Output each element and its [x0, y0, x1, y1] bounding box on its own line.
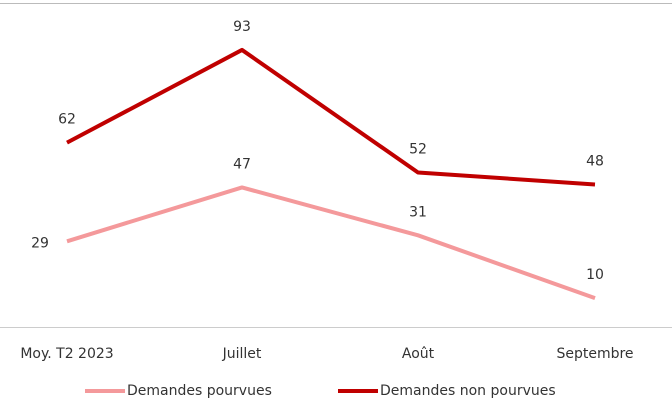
data-label: 52: [409, 142, 427, 158]
data-label: 31: [409, 204, 427, 220]
legend-label: Demandes non pourvues: [380, 383, 556, 399]
series-line: [66, 185, 596, 300]
data-label: 10: [586, 267, 604, 283]
series-line: [66, 47, 596, 187]
data-label: 29: [31, 235, 49, 251]
x-tick-label: Moy. T2 2023: [20, 346, 113, 362]
data-label: 48: [586, 153, 604, 169]
data-label: 93: [233, 19, 251, 35]
data-label: 62: [58, 112, 76, 128]
x-tick-label: Juillet: [222, 346, 262, 362]
x-tick-label: Septembre: [556, 346, 633, 362]
data-label: 47: [233, 156, 251, 172]
x-tick-label: Août: [402, 346, 435, 362]
legend-label: Demandes pourvues: [127, 383, 272, 399]
